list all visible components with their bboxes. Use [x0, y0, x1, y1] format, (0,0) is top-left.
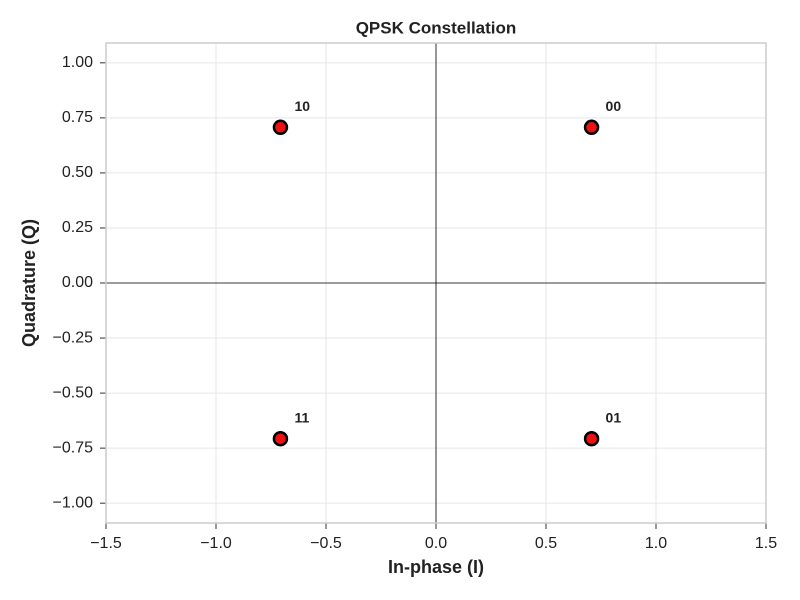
- y-tick-label: 0.00: [62, 274, 93, 291]
- x-tick-label: −1.5: [90, 535, 122, 552]
- chart-title: QPSK Constellation: [356, 18, 517, 37]
- y-tick-label: 0.25: [62, 219, 93, 236]
- y-tick-label: −0.25: [53, 329, 94, 346]
- point-label: 01: [606, 409, 622, 425]
- y-tick-label: 1.00: [62, 54, 93, 71]
- y-tick-label: 0.50: [62, 164, 93, 181]
- y-tick-label: −1.00: [53, 494, 94, 511]
- x-tick-label: 0.5: [535, 535, 557, 552]
- y-tick-label: −0.50: [53, 384, 94, 401]
- point: [272, 430, 289, 447]
- point-label: 00: [606, 98, 622, 114]
- point: [583, 119, 600, 136]
- y-tick-label: −0.75: [53, 439, 94, 456]
- x-tick-label: −1.0: [200, 535, 232, 552]
- x-tick-label: 1.5: [755, 535, 777, 552]
- point: [583, 430, 600, 447]
- x-axis-label: In-phase (I): [388, 557, 484, 577]
- x-tick-label: −0.5: [310, 535, 342, 552]
- point: [272, 119, 289, 136]
- y-tick-label: 0.75: [62, 109, 93, 126]
- x-tick-label: 1.0: [645, 535, 667, 552]
- x-tick-label: 0.0: [425, 535, 447, 552]
- y-axis-label: Quadrature (Q): [19, 219, 39, 347]
- point-label: 10: [294, 98, 310, 114]
- point-label: 11: [294, 409, 309, 425]
- plot-frame: [105, 42, 767, 524]
